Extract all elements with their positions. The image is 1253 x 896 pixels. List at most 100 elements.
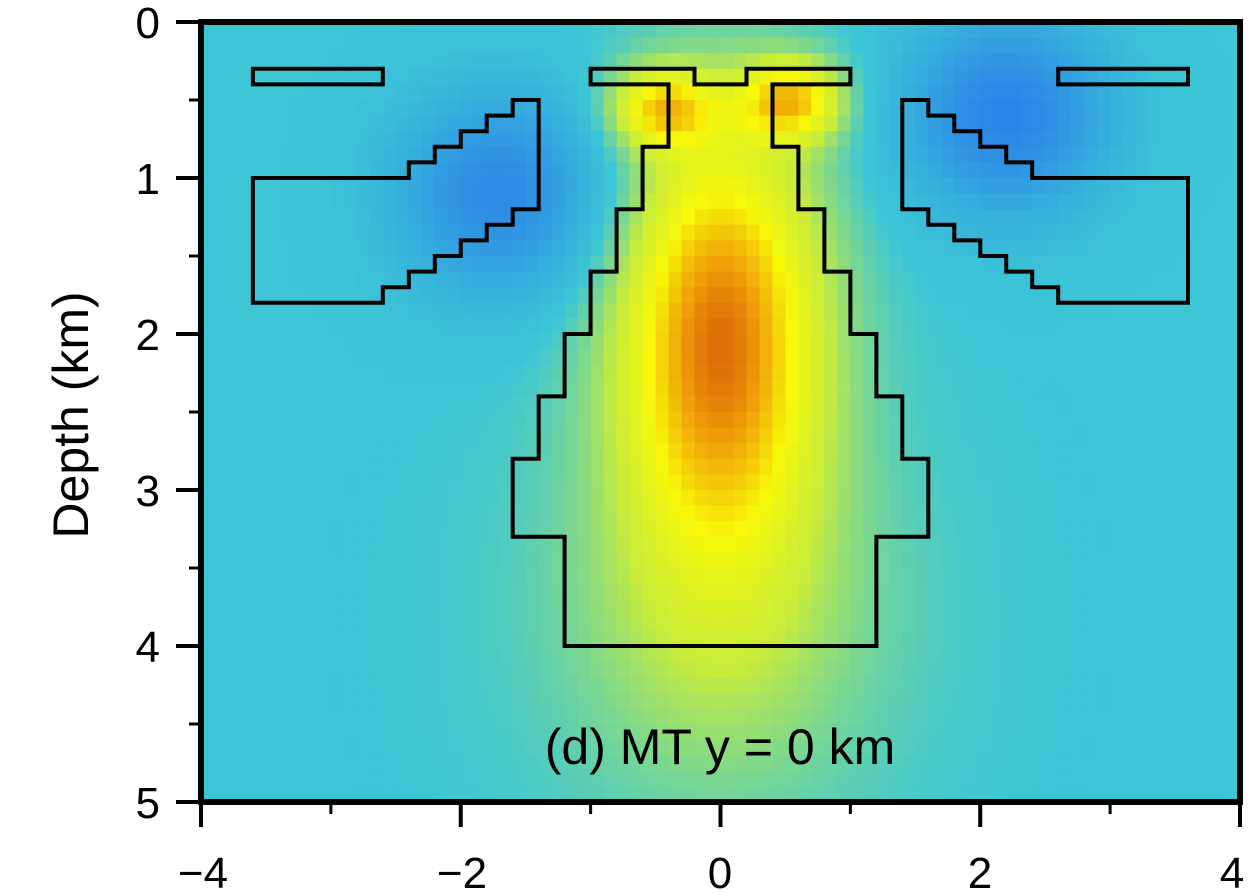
heatmap-cell-2317 [1201, 458, 1215, 475]
heatmap-cell-3717 [681, 739, 696, 756]
heatmap-cell-2458 [954, 490, 968, 507]
heatmap-cell-627 [1071, 131, 1085, 148]
heatmap-cell-1246 [798, 256, 813, 273]
heatmap-cell-2133 [889, 427, 903, 444]
heatmap-cell-1583 [1019, 318, 1033, 335]
heatmap-cell-546 [1058, 115, 1072, 132]
heatmap-cell-1789 [577, 365, 592, 382]
heatmap-cell-176 [408, 53, 423, 70]
heatmap-cell-2296 [928, 458, 942, 475]
heatmap-cell-172 [356, 53, 371, 70]
heatmap-cell-2153 [1149, 427, 1163, 444]
heatmap-cell-1407 [811, 287, 825, 304]
heatmap-cell-512 [616, 115, 631, 132]
heatmap-cell-1843 [239, 380, 254, 397]
heatmap-cell-3150 [590, 630, 605, 647]
heatmap-cell-705 [1045, 146, 1059, 163]
heatmap-cell-1206 [278, 256, 293, 273]
heatmap-cell-3088 [824, 614, 838, 631]
heatmap-cell-1733 [889, 349, 903, 366]
heatmap-cell-1472 [616, 302, 631, 319]
heatmap-cell-713 [1149, 146, 1163, 163]
heatmap-cell-2018 [434, 412, 449, 429]
heatmap-cell-928 [824, 193, 838, 210]
heatmap-cell-3041 [213, 614, 228, 631]
heatmap-cell-1074 [642, 224, 657, 241]
heatmap-cell-2223 [1019, 443, 1033, 460]
heatmap-cell-2752 [616, 552, 631, 569]
heatmap-cell-2419 [447, 490, 462, 507]
heatmap-cell-950 [1110, 193, 1124, 210]
heatmap-cell-1258 [954, 256, 968, 273]
heatmap-cell-2549 [1097, 505, 1111, 522]
heatmap-cell-3033 [1149, 599, 1163, 616]
heatmap-cell-3824 [1032, 755, 1046, 772]
heatmap-cell-3703 [499, 739, 514, 756]
heatmap-cell-1126 [278, 240, 293, 257]
heatmap-cell-2890 [330, 583, 345, 600]
heatmap-cell-3015 [915, 599, 929, 616]
heatmap-cell-2952 [1136, 583, 1150, 600]
heatmap-cell-3837 [1201, 755, 1215, 772]
heatmap-cell-2866 [1058, 568, 1072, 585]
heatmap-cell-656 [408, 146, 423, 163]
heatmap-cell-3298 [434, 661, 449, 678]
heatmap-cell-468 [1084, 100, 1098, 117]
heatmap-cell-1442 [226, 302, 241, 319]
heatmap-cell-2580 [460, 521, 475, 538]
heatmap-cell-1195 [1175, 240, 1189, 257]
heatmap-cell-824 [512, 178, 527, 195]
heatmap-cell-3444 [252, 692, 267, 709]
heatmap-cell-650 [330, 146, 345, 163]
heatmap-cell-1273 [1149, 256, 1163, 273]
heatmap-cell-2809 [317, 568, 332, 585]
heatmap-cell-2635 [1175, 521, 1189, 538]
heatmap-cell-864 [1032, 178, 1046, 195]
heatmap-cell-1405 [785, 287, 800, 304]
heatmap-cell-3013 [889, 599, 903, 616]
heatmap-cell-2160 [201, 443, 215, 460]
heatmap-cell-1208 [304, 256, 319, 273]
heatmap-cell-2924 [772, 583, 787, 600]
heatmap-cell-1870 [590, 380, 605, 397]
heatmap-cell-1059 [447, 224, 462, 241]
heatmap-cell-1950 [590, 396, 605, 413]
heatmap-cell-1635 [655, 334, 670, 351]
heatmap-cell-1101 [993, 224, 1007, 241]
heatmap-cell-250 [330, 68, 345, 85]
heatmap-cell-1386 [538, 287, 553, 304]
heatmap-cell-231 [1123, 53, 1137, 70]
heatmap-cell-1504 [1032, 302, 1046, 319]
heatmap-cell-232 [1136, 53, 1150, 70]
heatmap-cell-732 [356, 162, 371, 179]
heatmap-cell-173 [369, 53, 384, 70]
heatmap-cell-1631 [603, 334, 618, 351]
heatmap-cell-1496 [928, 302, 942, 319]
heatmap-cell-3516 [1188, 692, 1202, 709]
heatmap-cell-270 [590, 68, 605, 85]
heatmap-cell-2626 [1058, 521, 1072, 538]
heatmap-cell-150 [1110, 37, 1124, 54]
heatmap-cell-3651 [863, 724, 877, 741]
heatmap-cell-2392 [1136, 474, 1150, 491]
heatmap-cell-1563 [759, 318, 774, 335]
heatmap-cell-1532 [356, 318, 371, 335]
heatmap-cell-360 [720, 84, 735, 101]
heatmap-cell-425 [525, 100, 540, 117]
heatmap-cell-3620 [460, 724, 475, 741]
heatmap-cell-929 [837, 193, 851, 210]
heatmap-cell-2400 [201, 490, 215, 507]
heatmap-cell-1575 [915, 318, 929, 335]
heatmap-cell-3691 [343, 739, 358, 756]
heatmap-cell-2944 [1032, 583, 1046, 600]
heatmap-cell-1123 [239, 240, 254, 257]
heatmap-cell-809 [317, 178, 332, 195]
heatmap-cell-3314 [642, 661, 657, 678]
heatmap-cell-2541 [993, 505, 1007, 522]
heatmap-cell-211 [863, 53, 877, 70]
heatmap-cell-3723 [759, 739, 774, 756]
heatmap-cell-406 [278, 100, 293, 117]
heatmap-cell-2309 [1097, 458, 1111, 475]
heatmap-cell-156 [1188, 37, 1202, 54]
heatmap-cell-465 [1045, 100, 1059, 117]
